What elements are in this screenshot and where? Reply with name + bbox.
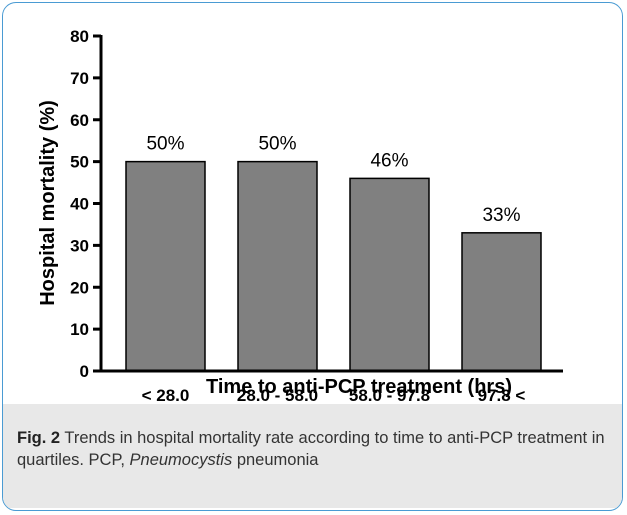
bar <box>461 232 542 372</box>
y-tick-label: 50 <box>70 153 89 172</box>
y-tick-label: 10 <box>70 320 89 339</box>
bar-chart: 0 10 20 30 40 50 60 70 80 < 28.0 28.0 - 58.0 58.0 … <box>37 27 563 403</box>
figure-caption: Fig. 2 Trends in hospital mortality rate… <box>3 404 622 508</box>
x-tick-label: 28.0 - 58.0 <box>237 386 318 403</box>
data-label: 50% <box>146 134 184 155</box>
data-label: 50% <box>258 134 296 155</box>
data-label: 46% <box>370 150 408 171</box>
figure-frame: 0 10 20 30 40 50 60 70 80 < 28.0 28.0 - 58.0 58.0 … <box>2 2 623 511</box>
x-tick-label: 58.0 - 97.8 <box>349 386 430 403</box>
y-tick-label: 20 <box>70 278 89 297</box>
x-tick-label: < 28.0 <box>142 386 190 403</box>
figure-label: Fig. 2 <box>17 429 61 447</box>
y-tick-label: 70 <box>70 69 89 88</box>
caption-text: Trends in hospital mortality rate accord… <box>17 429 605 469</box>
y-tick-label: 80 <box>70 27 89 46</box>
y-tick-label: 0 <box>80 362 89 381</box>
caption-italic-term: Pneumocystis <box>129 451 233 469</box>
y-tick-label: 30 <box>70 236 89 255</box>
y-axis-title: Hospital mortality (%) <box>37 100 59 306</box>
bar <box>125 160 206 372</box>
bar <box>349 177 430 372</box>
y-tick-label: 40 <box>70 195 89 214</box>
caption-text-end: pneumonia <box>232 451 319 469</box>
bar <box>237 160 318 372</box>
y-tick-label: 60 <box>70 111 89 130</box>
data-label: 33% <box>482 205 520 226</box>
x-axis-title: Time to anti-PCP treatment (hrs) <box>206 376 512 398</box>
x-tick-label: 97.8 < <box>478 386 526 403</box>
